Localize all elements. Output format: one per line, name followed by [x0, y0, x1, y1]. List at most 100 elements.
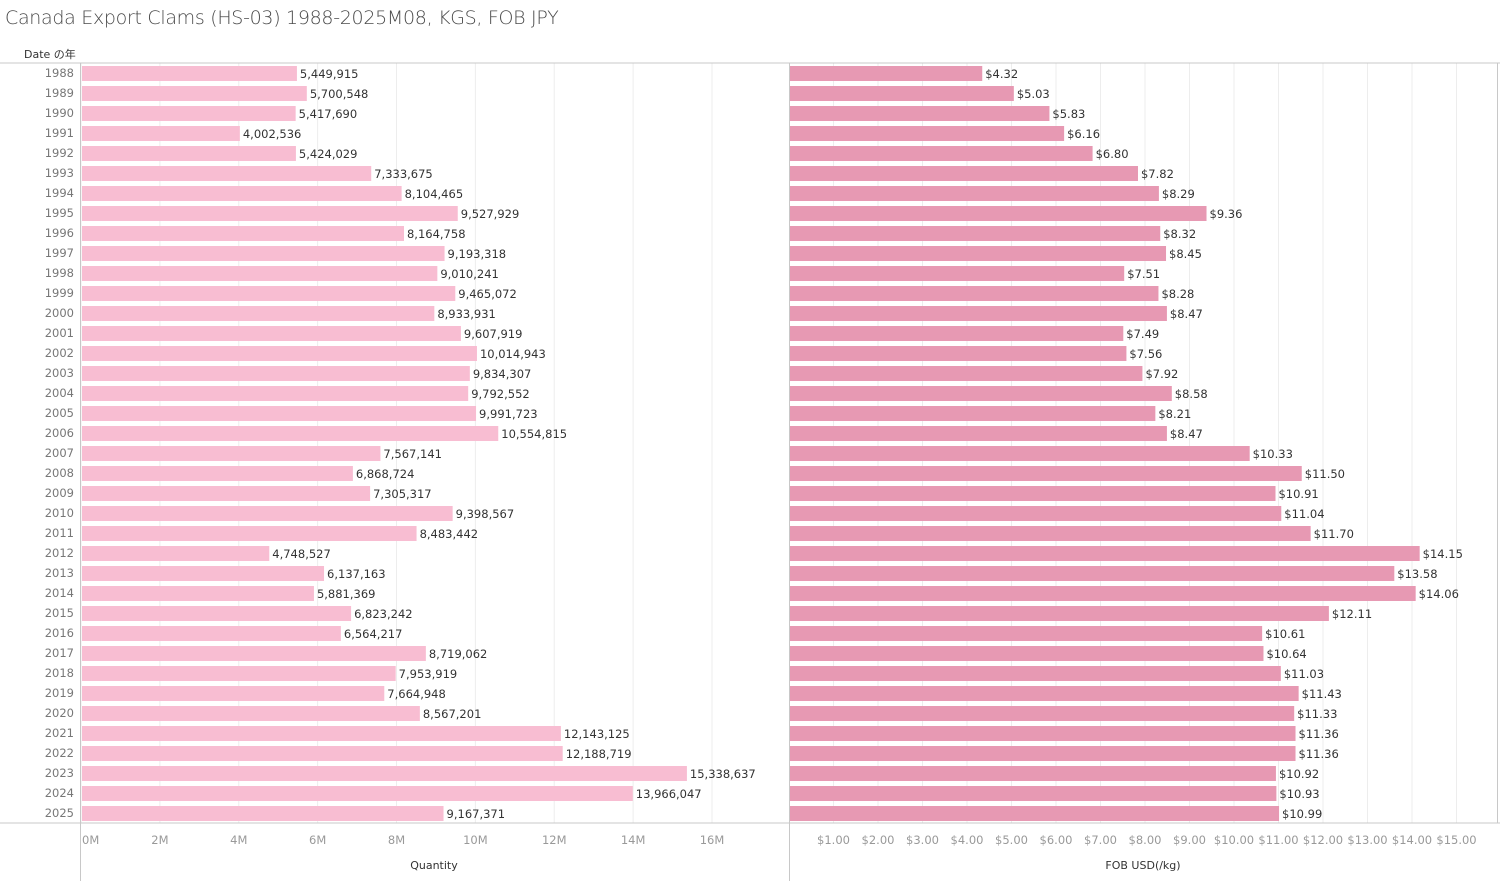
quantity-bar [82, 366, 470, 381]
fob-data-label: $6.80 [1096, 147, 1129, 161]
quantity-bar [82, 626, 341, 641]
year-label: 2017 [45, 646, 74, 660]
year-label: 1988 [45, 66, 74, 80]
fob-tick-label: $11.00 [1258, 833, 1298, 847]
fob-data-label: $11.43 [1302, 687, 1342, 701]
quantity-tick-label: 6M [309, 833, 326, 847]
quantity-bar [82, 806, 444, 821]
fob-tick-label: $6.00 [1040, 833, 1073, 847]
fob-data-label: $10.64 [1266, 647, 1306, 661]
year-label: 2009 [45, 486, 74, 500]
fob-bar [790, 466, 1302, 481]
fob-data-label: $11.70 [1314, 527, 1354, 541]
year-label: 1998 [45, 266, 74, 280]
quantity-data-label: 5,700,548 [310, 87, 369, 101]
quantity-data-label: 7,664,948 [387, 687, 446, 701]
fob-bar [790, 346, 1127, 361]
quantity-tick-label: 8M [388, 833, 405, 847]
fob-bar [790, 546, 1420, 561]
quantity-bar [82, 466, 353, 481]
fob-bar [790, 266, 1125, 281]
quantity-bar [82, 666, 396, 681]
chart-title: Canada Export Clams (HS-03) 1988-2025M08… [5, 7, 559, 29]
fob-bar [790, 426, 1167, 441]
fob-data-label: $8.58 [1175, 387, 1208, 401]
fob-bar [790, 646, 1264, 661]
fob-tick-label: $9.00 [1173, 833, 1206, 847]
fob-bar [790, 66, 983, 81]
fob-data-label: $14.06 [1419, 587, 1459, 601]
quantity-data-label: 12,143,125 [564, 727, 630, 741]
quantity-bar [82, 426, 499, 441]
fob-bar [790, 146, 1093, 161]
fob-data-label: $12.11 [1332, 607, 1372, 621]
quantity-data-label: 7,305,317 [373, 487, 432, 501]
fob-tick-label: $15.00 [1436, 833, 1476, 847]
fob-bar [790, 366, 1143, 381]
quantity-data-label: 15,338,637 [690, 767, 756, 781]
fob-data-label: $7.82 [1141, 167, 1174, 181]
fob-data-label: $7.51 [1127, 267, 1160, 281]
fob-data-label: $10.92 [1279, 767, 1319, 781]
fob-bar [790, 86, 1014, 101]
quantity-data-label: 9,991,723 [479, 407, 538, 421]
year-label: 2015 [45, 606, 74, 620]
quantity-data-label: 6,823,242 [354, 607, 413, 621]
fob-data-label: $11.04 [1284, 507, 1324, 521]
quantity-bar [82, 706, 420, 721]
quantity-data-label: 9,010,241 [440, 267, 499, 281]
fob-bar [790, 406, 1156, 421]
year-label: 2002 [45, 346, 74, 360]
quantity-bar [82, 726, 561, 741]
quantity-data-label: 6,137,163 [327, 567, 386, 581]
quantity-bar [82, 546, 270, 561]
quantity-data-label: 5,424,029 [299, 147, 358, 161]
year-label: 2023 [45, 766, 74, 780]
row-header: Date の年 [24, 48, 76, 61]
year-label: 2006 [45, 426, 74, 440]
year-label: 2000 [45, 306, 74, 320]
fob-bar [790, 726, 1296, 741]
year-label: 2016 [45, 626, 74, 640]
fob-bar [790, 186, 1159, 201]
quantity-data-label: 6,868,724 [356, 467, 415, 481]
fob-bar [790, 606, 1329, 621]
year-label: 2003 [45, 366, 74, 380]
quantity-data-label: 8,933,931 [437, 307, 496, 321]
fob-data-label: $10.61 [1265, 627, 1305, 641]
quantity-bar [82, 206, 458, 221]
quantity-tick-label: 4M [230, 833, 247, 847]
year-label: 2019 [45, 686, 74, 700]
quantity-bar [82, 66, 297, 81]
fob-tick-label: $1.00 [817, 833, 850, 847]
quantity-bar [82, 446, 381, 461]
quantity-tick-label: 0M [82, 833, 99, 847]
quantity-bar [82, 226, 404, 241]
quantity-bar [82, 246, 445, 261]
quantity-bar [82, 486, 371, 501]
quantity-bar [82, 606, 352, 621]
quantity-bar [82, 646, 426, 661]
year-label: 1999 [45, 286, 74, 300]
quantity-data-label: 9,167,371 [447, 807, 506, 821]
fob-data-label: $10.93 [1279, 787, 1319, 801]
fob-data-label: $11.36 [1299, 747, 1339, 761]
fob-data-label: $8.21 [1158, 407, 1191, 421]
fob-data-label: $9.36 [1210, 207, 1243, 221]
year-label: 2020 [45, 706, 74, 720]
fob-data-label: $5.03 [1017, 87, 1050, 101]
year-label: 2013 [45, 566, 74, 580]
fob-bar [790, 326, 1124, 341]
quantity-bar [82, 766, 687, 781]
fob-bar [790, 746, 1296, 761]
fob-data-label: $10.33 [1253, 447, 1293, 461]
fob-tick-label: $2.00 [862, 833, 895, 847]
fob-data-label: $11.50 [1305, 467, 1345, 481]
fob-bar [790, 766, 1276, 781]
quantity-data-label: 7,953,919 [399, 667, 458, 681]
quantity-axis-title: Quantity [410, 859, 458, 872]
quantity-bar [82, 266, 438, 281]
quantity-bar [82, 286, 456, 301]
fob-bar [790, 666, 1281, 681]
fob-bar [790, 566, 1395, 581]
